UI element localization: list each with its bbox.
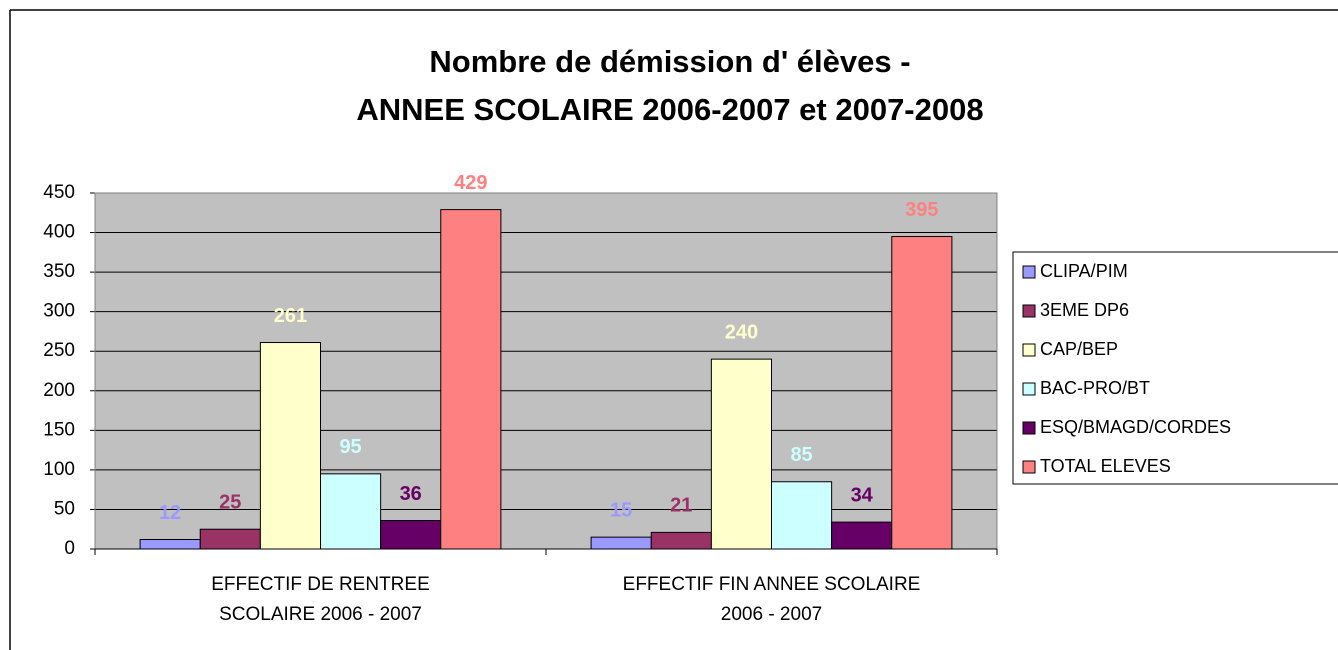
legend-swatch xyxy=(1022,382,1036,396)
data-label: 34 xyxy=(851,484,874,506)
data-label: 25 xyxy=(219,492,241,514)
data-label: 36 xyxy=(400,483,422,505)
data-label: 240 xyxy=(725,321,758,343)
y-tick-label: 450 xyxy=(43,182,75,203)
y-tick-label: 200 xyxy=(43,380,75,401)
data-label: 429 xyxy=(454,172,487,194)
bar xyxy=(590,536,652,550)
data-label: 95 xyxy=(339,436,361,458)
plot-area xyxy=(95,193,997,549)
legend-swatch xyxy=(1022,343,1036,357)
y-tick-label: 300 xyxy=(43,301,75,322)
legend-swatch xyxy=(1022,265,1036,279)
bar xyxy=(320,473,382,550)
legend-box xyxy=(1012,251,1338,485)
legend-swatch xyxy=(1022,460,1036,474)
legend-label: CAP/BEP xyxy=(1040,339,1118,359)
y-tick-label: 150 xyxy=(43,419,75,440)
data-label: 395 xyxy=(905,199,938,221)
legend-label: CLIPA/PIM xyxy=(1040,261,1128,281)
legend-swatch xyxy=(1022,421,1036,435)
y-tick-label: 0 xyxy=(64,538,75,559)
legend-label: TOTAL ELEVES xyxy=(1040,456,1171,476)
data-label: 12 xyxy=(159,502,181,524)
bar xyxy=(259,342,322,550)
y-tick-label: 100 xyxy=(43,459,75,480)
data-label: 85 xyxy=(790,444,812,466)
y-tick-label: 400 xyxy=(43,222,75,243)
bar xyxy=(139,539,201,550)
legend-label: BAC-PRO/BT xyxy=(1040,378,1150,398)
bar xyxy=(771,481,833,550)
data-label: 261 xyxy=(274,305,307,327)
bar xyxy=(199,528,261,550)
y-tick-label: 50 xyxy=(54,498,75,519)
x-tick-label: EFFECTIF DE RENTREE SCOLAIRE 2006 - 2007 xyxy=(211,574,430,625)
data-label: 15 xyxy=(610,499,632,521)
y-tick-label: 250 xyxy=(43,340,75,361)
legend-swatch xyxy=(1022,304,1036,318)
legend-label: 3EME DP6 xyxy=(1040,300,1129,320)
bar xyxy=(650,531,712,550)
y-tick-label: 350 xyxy=(43,261,75,282)
chart-title: Nombre de démission d' élèves - ANNEE SC… xyxy=(356,44,984,127)
legend-label: ESQ/BMAGD/CORDES xyxy=(1040,417,1231,437)
bar xyxy=(380,520,442,550)
x-tick-label: EFFECTIF FIN ANNEE SCOLAIRE 2006 - 2007 xyxy=(622,574,921,625)
bar xyxy=(831,521,893,550)
bar xyxy=(710,358,772,550)
bar xyxy=(891,236,953,550)
bar xyxy=(440,209,502,550)
data-label: 21 xyxy=(670,495,692,517)
